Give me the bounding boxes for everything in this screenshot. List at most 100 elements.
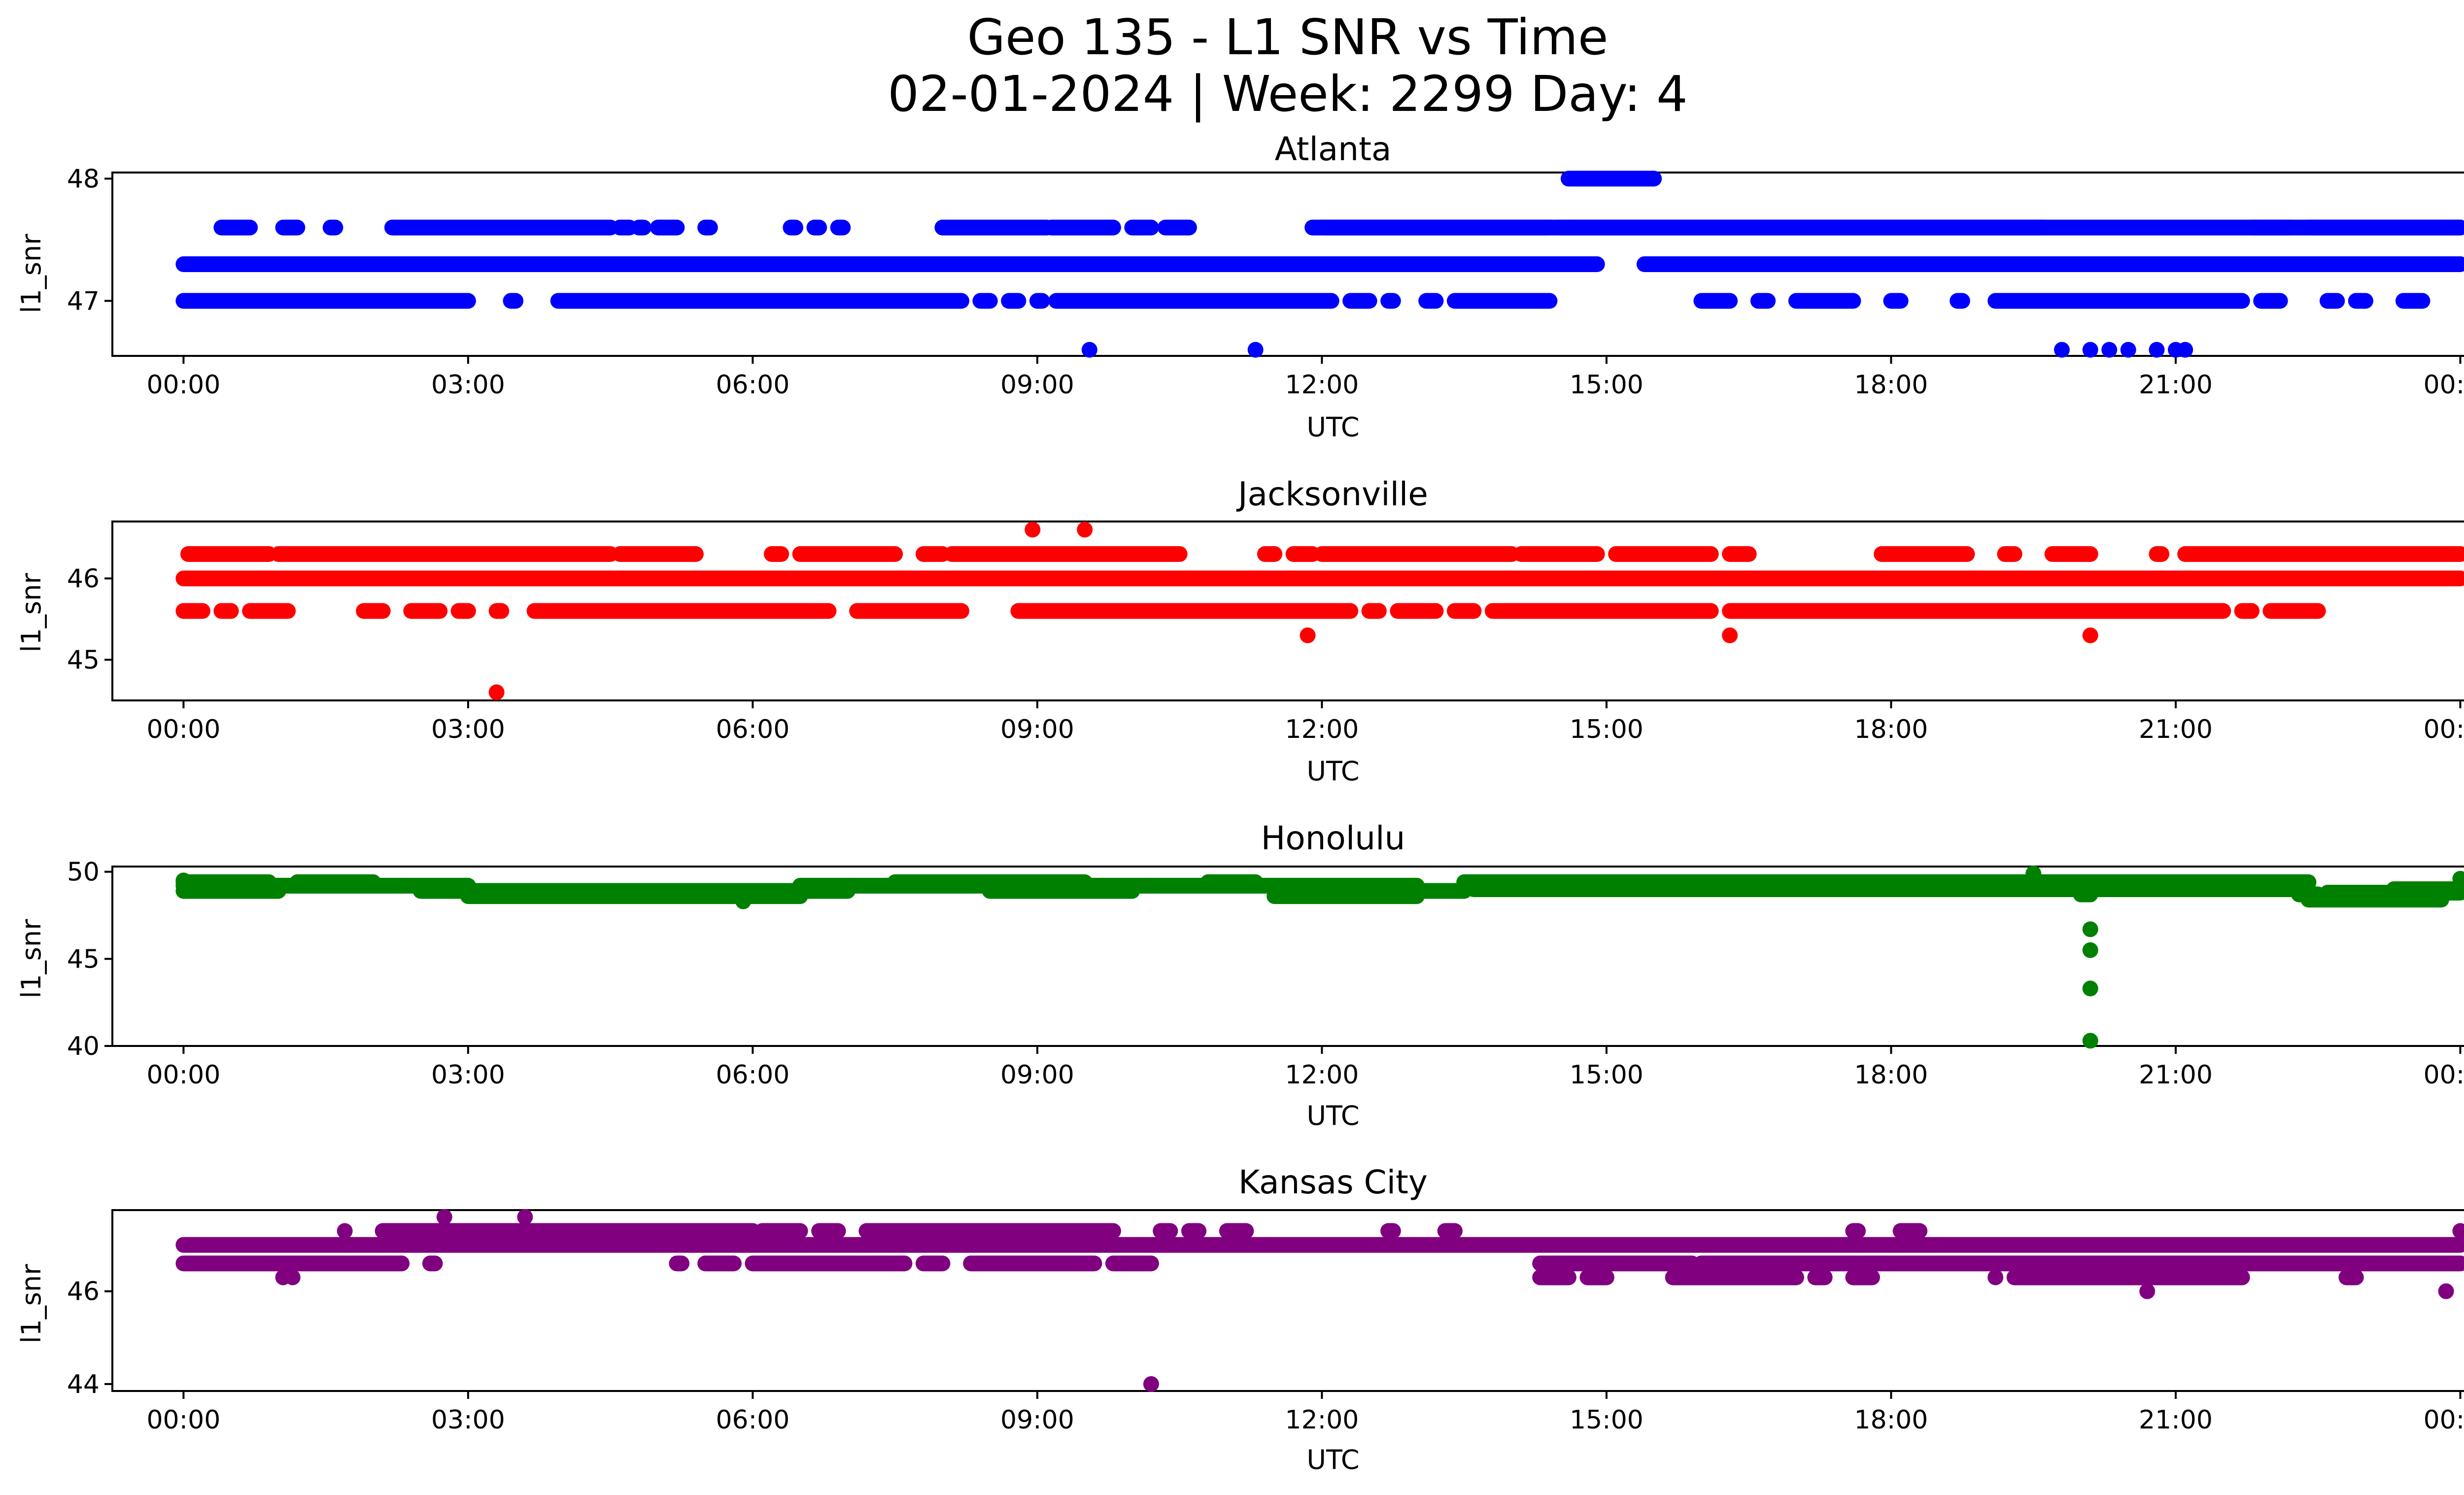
data-point xyxy=(337,1223,353,1239)
plot-area xyxy=(111,172,2464,357)
x-tick-label: 15:00 xyxy=(1570,1060,1643,1090)
panel-atlanta: Atlanta UTC l1_snr 00:00 03:00 06:00 09:00 1… xyxy=(16,130,2464,443)
data-point xyxy=(2452,870,2464,887)
x-tick-label: 09:00 xyxy=(1000,1060,1074,1090)
data-point xyxy=(2025,866,2042,882)
y-tick-label: 44 xyxy=(67,1370,100,1399)
data-point xyxy=(517,1209,533,1225)
x-tick-label: 09:00 xyxy=(1000,1405,1074,1435)
data-point xyxy=(2139,1283,2156,1299)
y-tick-label: 46 xyxy=(67,564,100,594)
y-axis-label: l1_snr xyxy=(16,234,47,313)
data-point xyxy=(1300,627,1316,643)
data-point xyxy=(2082,342,2098,358)
y-tick-label: 46 xyxy=(67,1277,100,1307)
x-tick-label: 18:00 xyxy=(1854,1405,1928,1435)
x-tick-label: 21:00 xyxy=(2139,1060,2213,1090)
x-tick-label: 12:00 xyxy=(1285,370,1359,400)
figure-title-line2: 02-01-2024 | Week: 2299 Day: 4 xyxy=(888,65,1687,123)
x-tick-label: 03:00 xyxy=(431,370,505,400)
x-axis-label: UTC xyxy=(1306,412,1359,443)
y-axis-label: l1_snr xyxy=(16,573,47,653)
x-tick-label: 00:00 xyxy=(2424,715,2464,744)
data-point xyxy=(488,684,505,700)
plot-area xyxy=(111,1209,2464,1392)
panel-title: Kansas City xyxy=(1238,1163,1428,1201)
x-tick-label: 00:00 xyxy=(146,370,220,400)
panel-title: Jacksonville xyxy=(1236,475,1428,513)
x-tick-label: 00:00 xyxy=(2424,1060,2464,1090)
data-point xyxy=(284,1269,301,1286)
data-point xyxy=(1077,522,1093,538)
x-tick-label: 18:00 xyxy=(1854,1060,1928,1090)
data-point xyxy=(735,893,752,909)
x-tick-label: 00:00 xyxy=(146,1405,220,1435)
x-tick-label: 00:00 xyxy=(2424,1405,2464,1435)
x-tick-label: 15:00 xyxy=(1570,370,1643,400)
x-tick-label: 00:00 xyxy=(2424,370,2464,400)
data-point xyxy=(436,1209,452,1225)
plot-area xyxy=(111,521,2464,701)
x-tick-label: 21:00 xyxy=(2139,370,2213,400)
data-point xyxy=(2177,342,2193,358)
x-tick-label: 06:00 xyxy=(716,1405,789,1435)
x-tick-label: 09:00 xyxy=(1000,715,1074,744)
x-axis-label: UTC xyxy=(1306,756,1359,787)
data-point xyxy=(1081,342,1097,358)
data-point xyxy=(2082,942,2098,958)
y-tick-label: 40 xyxy=(67,1032,100,1061)
x-tick-label: 21:00 xyxy=(2139,1405,2213,1435)
data-point xyxy=(2149,342,2165,358)
x-tick-label: 06:00 xyxy=(716,370,789,400)
y-tick-label: 48 xyxy=(67,164,100,194)
y-tick-label: 47 xyxy=(67,286,100,316)
panel-title: Atlanta xyxy=(1275,130,1392,168)
data-series xyxy=(175,1209,2464,1392)
data-series xyxy=(175,171,2464,358)
data-point xyxy=(1025,522,1041,538)
x-tick-label: 15:00 xyxy=(1570,715,1643,744)
y-axis-label: l1_snr xyxy=(16,1264,47,1344)
panel-jacksonville: Jacksonville UTC l1_snr 00:00 03:00 06:00 0… xyxy=(16,475,2464,787)
panel-honolulu: Honolulu UTC l1_snr 00:00 03:00 06:00 09:00… xyxy=(16,819,2464,1131)
x-tick-label: 15:00 xyxy=(1570,1405,1643,1435)
x-tick-label: 00:00 xyxy=(146,715,220,744)
data-point xyxy=(2120,342,2136,358)
y-tick-label: 45 xyxy=(67,944,100,974)
data-point xyxy=(2082,1033,2098,1049)
x-tick-label: 18:00 xyxy=(1854,715,1928,744)
plot-area xyxy=(111,866,2464,1047)
data-series xyxy=(175,866,2464,1049)
x-tick-label: 12:00 xyxy=(1285,715,1359,744)
x-tick-label: 18:00 xyxy=(1854,370,1928,400)
x-tick-label: 09:00 xyxy=(1000,370,1074,400)
x-axis-label: UTC xyxy=(1306,1100,1359,1131)
figure-title-line1: Geo 135 - L1 SNR vs Time xyxy=(967,8,1608,66)
x-axis-label: UTC xyxy=(1306,1444,1359,1475)
y-tick-label: 50 xyxy=(67,858,100,887)
x-tick-label: 21:00 xyxy=(2139,715,2213,744)
x-tick-label: 12:00 xyxy=(1285,1060,1359,1090)
data-point xyxy=(1722,627,1738,643)
data-point xyxy=(2082,980,2098,997)
data-point xyxy=(2101,342,2118,358)
x-tick-label: 00:00 xyxy=(146,1060,220,1090)
x-tick-label: 12:00 xyxy=(1285,1405,1359,1435)
x-tick-label: 06:00 xyxy=(716,1060,789,1090)
data-point xyxy=(2053,342,2070,358)
data-point xyxy=(1247,342,1264,358)
data-point xyxy=(175,872,192,889)
panel-title: Honolulu xyxy=(1261,819,1405,857)
x-tick-label: 03:00 xyxy=(431,1060,505,1090)
data-point xyxy=(2082,627,2098,643)
y-axis-label: l1_snr xyxy=(16,919,47,999)
data-point xyxy=(1987,1269,2004,1286)
data-point xyxy=(2082,921,2098,938)
panel-kansas-city: Kansas City UTC l1_snr 00:00 03:00 06:00 09… xyxy=(16,1163,2464,1475)
x-tick-label: 03:00 xyxy=(431,1405,505,1435)
data-point xyxy=(1143,1376,1159,1392)
x-tick-label: 06:00 xyxy=(716,715,789,744)
data-series xyxy=(175,522,2464,700)
x-tick-label: 03:00 xyxy=(431,715,505,744)
